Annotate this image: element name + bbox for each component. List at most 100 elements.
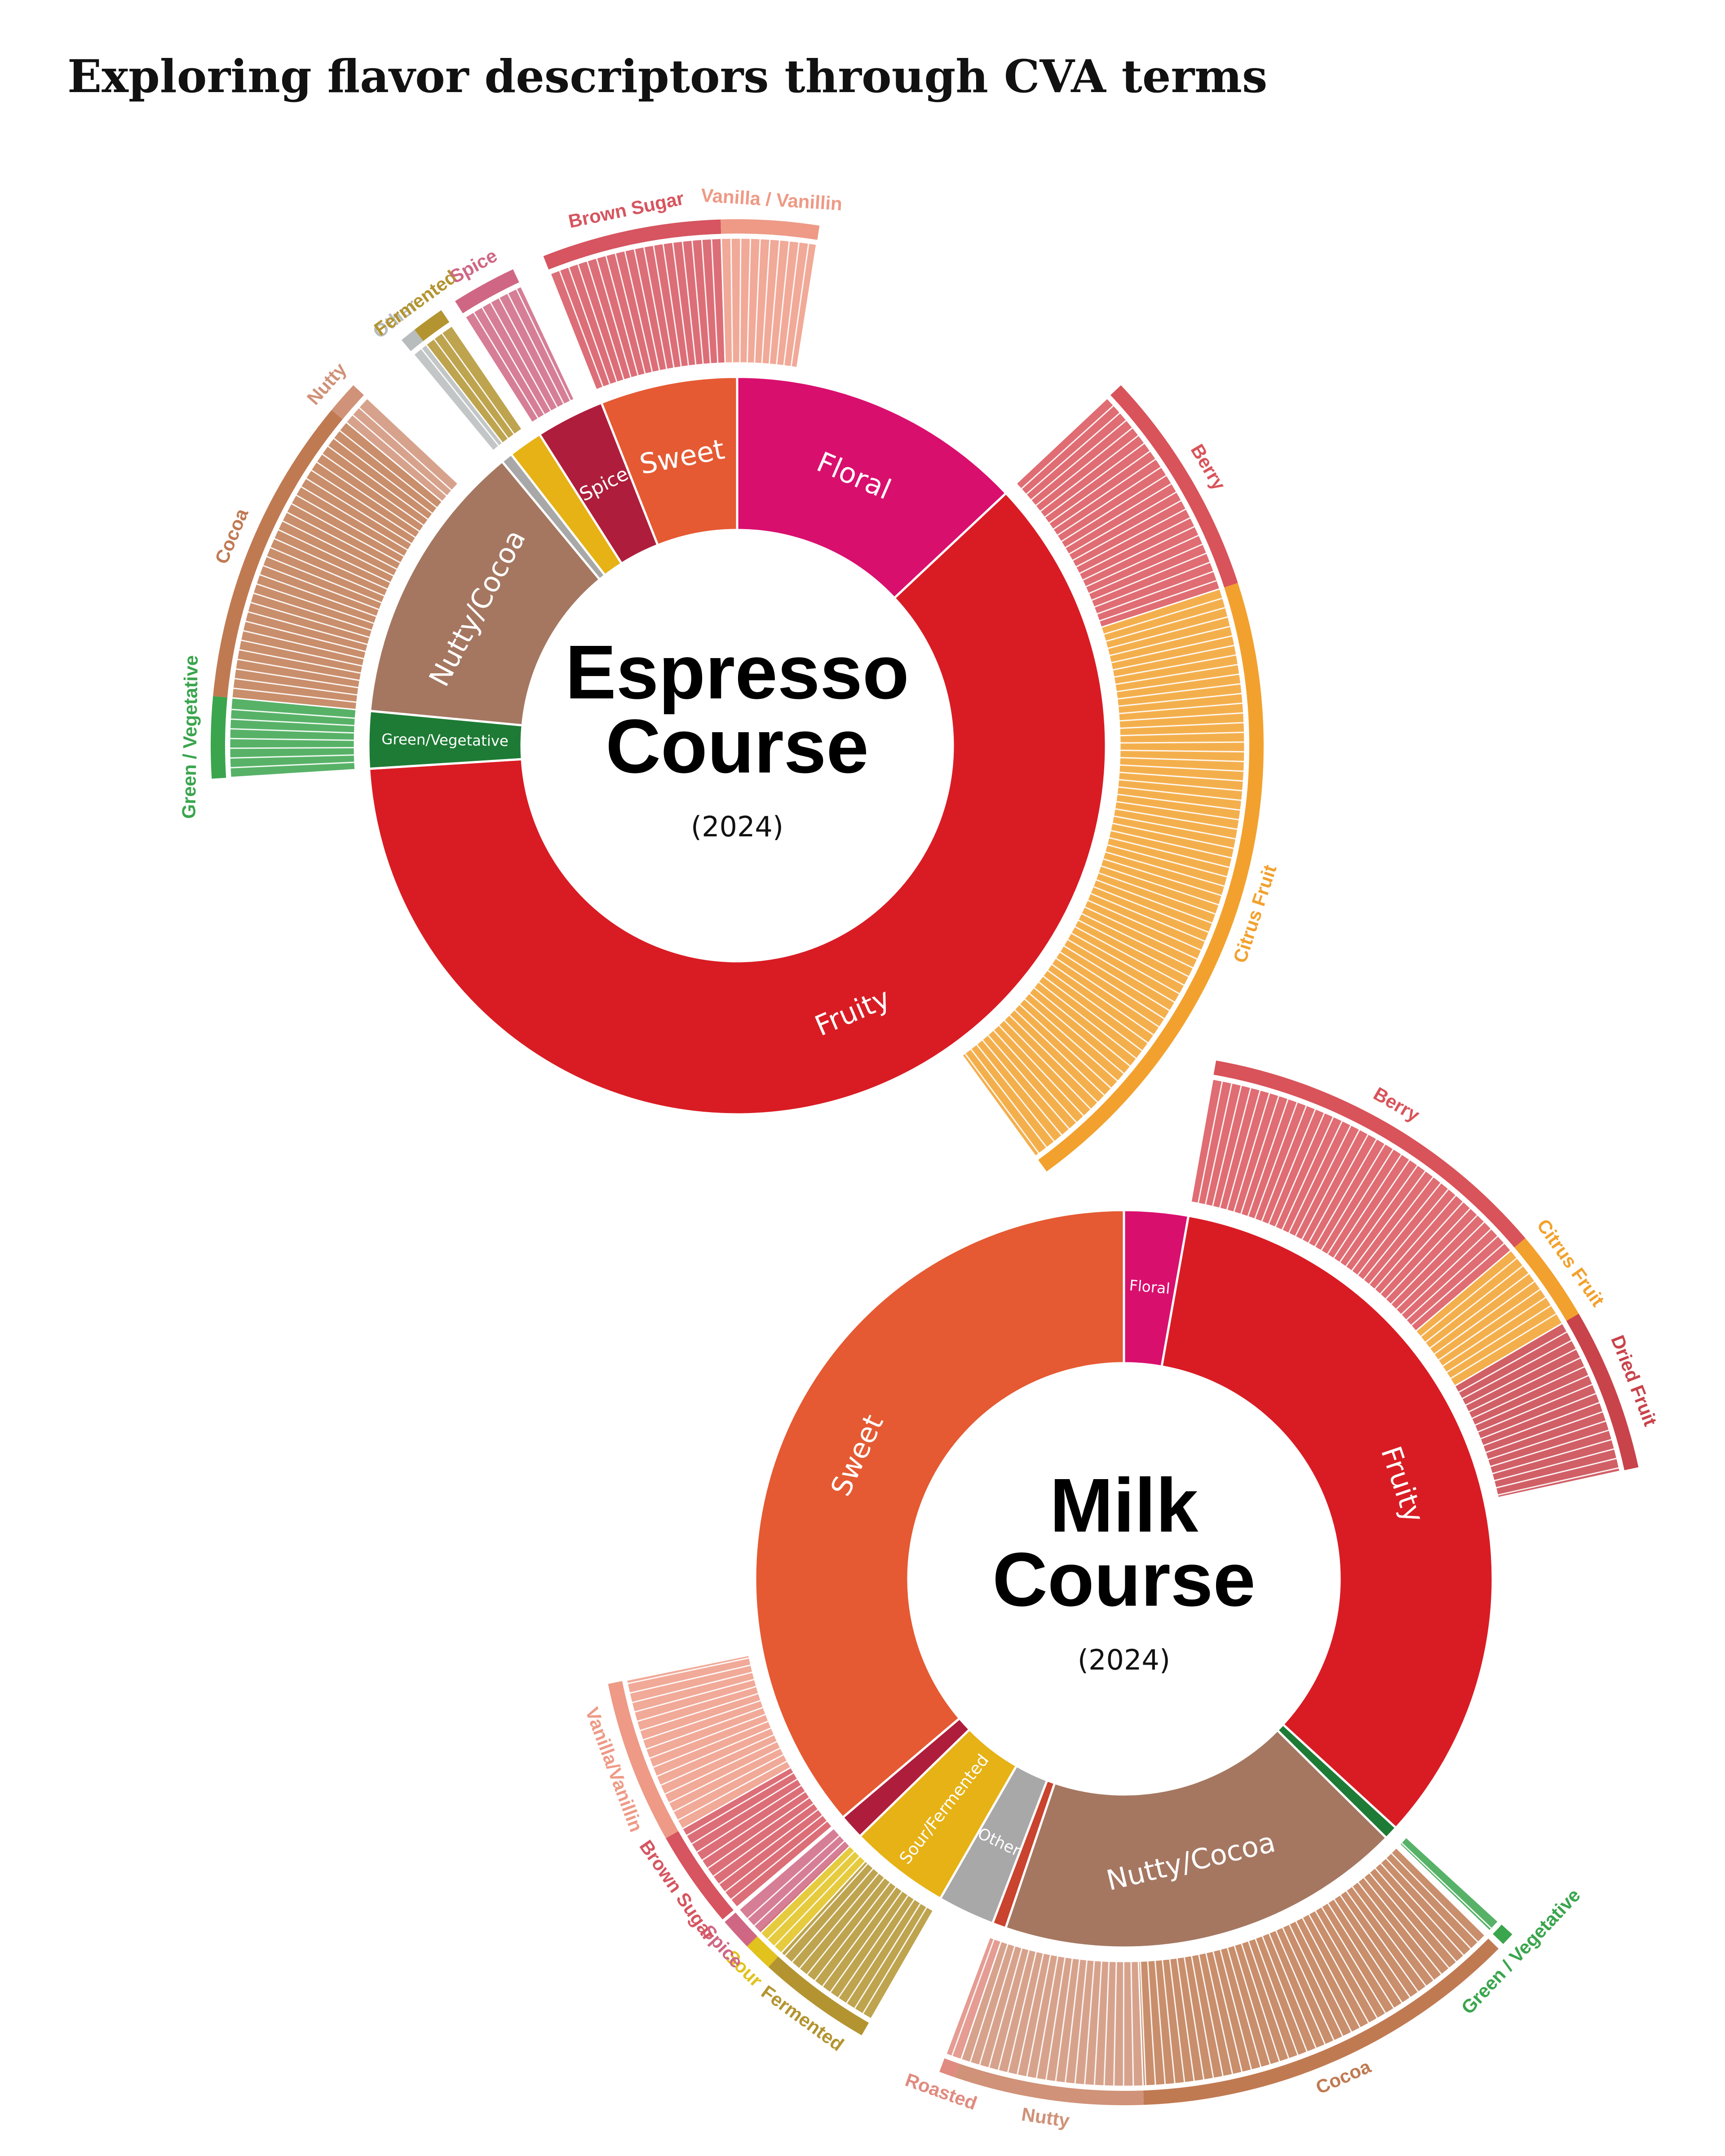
- outer-rim: [455, 269, 519, 314]
- segment-divider: [1113, 815, 1236, 840]
- segment-divider: [1061, 474, 1167, 543]
- segment-divider: [1113, 1961, 1117, 2086]
- outer-rim: [1566, 1313, 1639, 1471]
- segment-divider: [711, 239, 719, 364]
- segment-divider: [441, 332, 515, 435]
- segment-divider: [1433, 1280, 1535, 1355]
- segment-divider: [1047, 969, 1149, 1044]
- segment-divider: [1494, 1448, 1615, 1482]
- segment-divider: [1115, 663, 1238, 685]
- segment-divider: [339, 429, 438, 508]
- segment-divider: [1385, 1857, 1472, 1950]
- segment-divider: [352, 414, 448, 497]
- segment-divider: [1301, 1129, 1361, 1241]
- segment-divider: [1477, 1383, 1593, 1433]
- segment-divider: [1308, 1913, 1370, 2024]
- outer-rim: [1110, 385, 1238, 588]
- segment-divider: [1118, 693, 1243, 707]
- segment-divider: [1226, 1090, 1261, 1211]
- segment-divider: [1053, 458, 1157, 530]
- segment-divider: [1070, 932, 1181, 995]
- segment-divider: [1379, 1201, 1464, 1295]
- segment-divider: [637, 1685, 757, 1722]
- segment-divider: [1096, 570, 1214, 615]
- segment-divider: [1261, 1105, 1307, 1222]
- segment-divider: [624, 250, 653, 373]
- segment-divider: [681, 241, 697, 366]
- segment-divider: [1082, 526, 1195, 581]
- segment-divider: [1063, 945, 1171, 1012]
- inner-segment: [367, 491, 1107, 1116]
- segment-divider: [631, 1671, 753, 1704]
- outer-rim: [211, 696, 228, 779]
- segment-divider: [1026, 1954, 1052, 2077]
- outer-rim: [721, 219, 820, 240]
- outer-rim: [1038, 583, 1264, 1172]
- outer-rim: [1143, 1939, 1499, 2105]
- segment-divider: [686, 1772, 795, 1837]
- segment-divider: [1059, 951, 1165, 1020]
- segment-divider: [753, 1840, 845, 1927]
- segment-divider: [1119, 731, 1245, 737]
- segment-divider: [1030, 420, 1127, 501]
- segment-divider: [1275, 1930, 1326, 2045]
- segment-divider: [1110, 635, 1233, 664]
- segment-divider: [1464, 1348, 1577, 1406]
- segment-divider: [1204, 1082, 1233, 1205]
- segment-divider: [1450, 1312, 1557, 1379]
- segment-divider: [481, 306, 545, 415]
- segment-divider: [568, 266, 611, 385]
- segment-divider: [1363, 1877, 1442, 1975]
- segment-divider: [1055, 957, 1160, 1028]
- outer-rim: [939, 2058, 960, 2077]
- segment-divider: [1268, 1109, 1316, 1225]
- outer-rim: [414, 310, 450, 341]
- segment-divider: [1295, 1920, 1353, 2033]
- segment-divider: [1007, 1951, 1037, 2073]
- center-title: Course: [606, 704, 869, 789]
- segment-divider: [1118, 702, 1243, 715]
- segment-divider: [1374, 1867, 1457, 1963]
- segment-divider: [646, 1706, 764, 1750]
- segment-divider: [696, 1785, 802, 1853]
- segment-divider: [230, 754, 355, 759]
- segment-divider: [1105, 606, 1226, 642]
- segment-divider: [295, 494, 405, 557]
- segment-divider: [1400, 1228, 1492, 1316]
- segment-divider: [235, 668, 359, 689]
- segment-divider: [1429, 1272, 1530, 1349]
- segment-divider: [515, 288, 571, 402]
- segment-divider: [250, 601, 371, 638]
- segment-divider: [1219, 1949, 1252, 2071]
- segment-divider: [1114, 654, 1237, 678]
- segment-divider: [1051, 963, 1154, 1036]
- segment-divider: [1111, 822, 1234, 849]
- segment-divider: [677, 1760, 788, 1821]
- center-subtitle: (2024): [1078, 1644, 1170, 1676]
- outer-segment: [1398, 1836, 1499, 1932]
- segment-divider: [1103, 1961, 1110, 2086]
- segment-divider: [1321, 1906, 1387, 2014]
- segment-divider: [1147, 1961, 1156, 2085]
- segment-divider: [230, 761, 355, 769]
- outer-segment: [425, 325, 523, 444]
- segment-divider: [701, 239, 712, 364]
- segment-divider: [1495, 1458, 1618, 1489]
- segment-divider: [1117, 683, 1241, 700]
- segment-divider: [256, 583, 375, 624]
- segment-divider: [1087, 899, 1202, 951]
- segment-divider: [1064, 483, 1172, 549]
- outer-rim: [1514, 1238, 1579, 1321]
- segment-divider: [1240, 1095, 1280, 1215]
- segment-divider: [633, 248, 660, 371]
- segment-divider: [321, 453, 425, 526]
- outer-label: Nutty: [1020, 2103, 1071, 2131]
- center-subtitle: (2024): [691, 810, 783, 843]
- segment-divider: [791, 1868, 874, 1963]
- segment-divider: [662, 243, 682, 367]
- segment-divider: [1081, 913, 1194, 969]
- segment-divider: [1374, 1194, 1457, 1290]
- segment-divider: [1074, 1959, 1088, 2084]
- segment-divider: [1117, 786, 1242, 801]
- segment-divider: [596, 257, 632, 378]
